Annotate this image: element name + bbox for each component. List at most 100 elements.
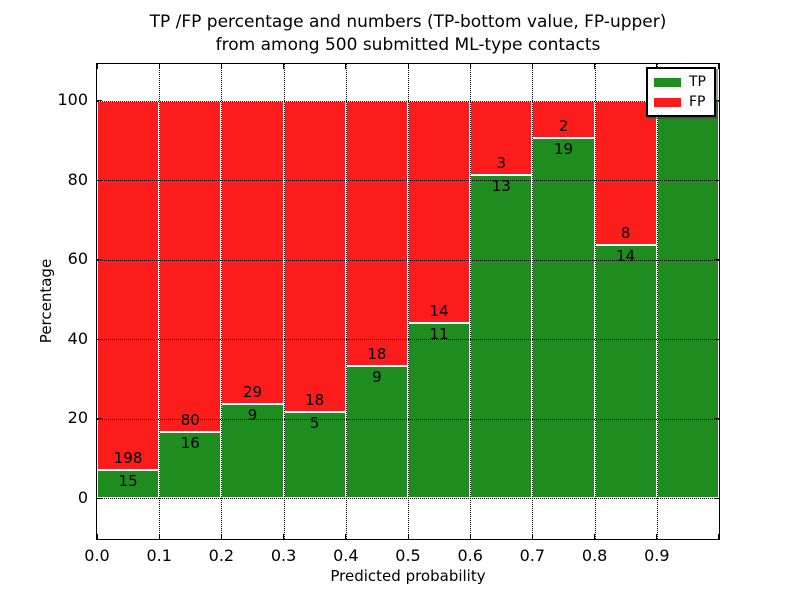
- bar-fp-count-label: 3: [496, 154, 507, 173]
- y-tick-label: 0: [77, 487, 88, 507]
- plot-area: 151981680929518918111413319214819: [96, 63, 720, 540]
- bar-fp-segment: [221, 100, 284, 404]
- bar-fp-segment: [408, 100, 471, 324]
- bar-fp-count-label: 8: [620, 224, 631, 243]
- tick-mark: [714, 100, 719, 102]
- x-tick-label: 0.6: [457, 546, 483, 565]
- bar-fp-count-label: 80: [180, 410, 200, 429]
- x-tick-label: 0.4: [333, 546, 359, 565]
- tick-mark: [718, 534, 719, 539]
- y-tick-label: 20: [67, 408, 88, 428]
- bar-tp-count-label: 14: [616, 247, 636, 266]
- bar-tp-count-label: 9: [372, 367, 382, 386]
- tick-mark: [220, 64, 222, 69]
- tick-mark: [283, 64, 285, 69]
- x-tick-label: 0.5: [395, 546, 421, 565]
- bar-fp-count-label: 29: [242, 382, 263, 401]
- bar-tp-segment: [97, 470, 160, 498]
- bar-fp-count-label: 18: [367, 344, 387, 363]
- bar-fp-segment: [97, 100, 160, 470]
- gridline-vertical: [283, 64, 285, 539]
- tick-mark: [714, 497, 719, 499]
- chart-title: TP /FP percentage and numbers (TP-bottom…: [88, 11, 728, 57]
- bar-tp-count-label: 19: [553, 140, 574, 159]
- tick-mark: [469, 64, 471, 69]
- tick-mark: [594, 64, 596, 69]
- tick-mark: [656, 534, 658, 539]
- chart-title-line1: TP /FP percentage and numbers (TP-bottom…: [149, 12, 667, 32]
- tick-mark: [220, 534, 222, 539]
- tick-mark: [718, 64, 719, 69]
- fp-color-swatch-icon: [654, 97, 681, 107]
- tp-color-swatch-icon: [654, 77, 681, 87]
- tick-mark: [97, 100, 102, 102]
- gridline-vertical: [221, 64, 223, 539]
- tick-mark: [714, 179, 719, 181]
- bar-fp-segment: [283, 100, 346, 412]
- tick-mark: [97, 534, 98, 539]
- gridline-vertical: [408, 64, 409, 539]
- x-tick-label: 0.1: [146, 546, 172, 565]
- legend-item-tp: TP: [648, 72, 714, 92]
- bar-tp-segment: [656, 100, 719, 498]
- bar-fp-count-label: 14: [429, 302, 449, 321]
- bar-fp-segment: [345, 100, 408, 366]
- bar-fp-segment: [470, 100, 533, 176]
- tick-mark: [594, 534, 596, 539]
- gridline-vertical: [345, 64, 347, 539]
- bar-tp-count-label: 5: [309, 413, 320, 432]
- tick-mark: [97, 259, 102, 261]
- bar-tp-segment: [408, 323, 471, 498]
- bar-tp-count-label: 15: [118, 472, 138, 490]
- gridline-vertical: [656, 64, 658, 539]
- bar-tp-count-label: 11: [429, 325, 449, 344]
- legend-label-fp: FP: [689, 94, 706, 110]
- x-tick-label: 0.3: [270, 546, 297, 565]
- y-tick-label: 100: [57, 90, 88, 110]
- x-axis-label: Predicted probability: [330, 567, 486, 585]
- x-tick-label: 0.0: [84, 546, 110, 565]
- bar-tp-count-label: 16: [180, 433, 200, 452]
- tick-mark: [158, 534, 160, 539]
- x-tick-label: 0.7: [519, 546, 546, 565]
- x-tick-label: 0.2: [208, 546, 235, 565]
- y-tick-label: 60: [67, 249, 88, 269]
- tick-mark: [97, 418, 102, 420]
- tick-mark: [283, 534, 285, 539]
- legend: TP FP: [646, 67, 716, 117]
- bar-tp-segment: [594, 245, 657, 498]
- gridline-vertical: [532, 64, 534, 539]
- x-tick-label: 0.9: [644, 546, 670, 565]
- tick-marks-layer: [97, 64, 719, 539]
- gridline-vertical: [594, 64, 596, 539]
- gridline-vertical: [159, 64, 161, 539]
- bar-tp-count-label: 9: [247, 405, 258, 424]
- tick-mark: [714, 418, 719, 420]
- tick-mark: [407, 64, 409, 69]
- tick-mark: [531, 534, 533, 539]
- bars-layer: [97, 64, 719, 539]
- bar-tp-count-label: 13: [491, 177, 511, 196]
- bar-fp-count-label: 2: [558, 117, 569, 136]
- y-tick-label: 40: [67, 328, 88, 348]
- tick-mark: [97, 64, 98, 69]
- tick-mark: [345, 64, 347, 69]
- y-tick-label: 80: [67, 169, 88, 189]
- tick-mark: [97, 497, 102, 499]
- legend-label-tp: TP: [689, 74, 706, 90]
- tick-mark: [345, 534, 347, 539]
- tick-mark: [531, 64, 533, 69]
- x-tick-label: 0.8: [581, 546, 608, 565]
- tick-mark: [158, 64, 160, 69]
- tick-mark: [714, 338, 719, 340]
- bar-fp-count-label: 18: [305, 390, 325, 409]
- grid-layer: [97, 64, 719, 539]
- tick-mark: [97, 179, 102, 181]
- tick-mark: [97, 338, 102, 340]
- legend-item-fp: FP: [648, 92, 714, 112]
- tick-mark: [407, 534, 409, 539]
- bar-fp-segment: [159, 100, 222, 432]
- tick-mark: [469, 534, 471, 539]
- tick-mark: [714, 259, 719, 261]
